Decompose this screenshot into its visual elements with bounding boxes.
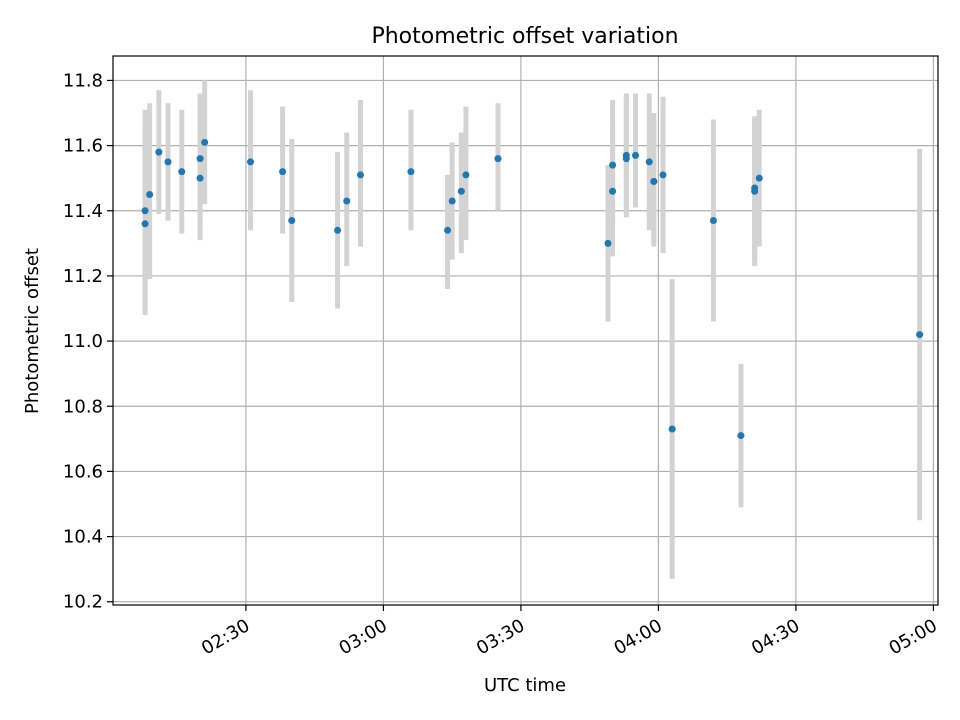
data-point	[751, 184, 759, 192]
data-point	[494, 155, 502, 163]
y-tick-label: 11.0	[63, 331, 103, 352]
data-point	[650, 177, 658, 185]
data-point	[448, 197, 456, 205]
data-point	[196, 155, 204, 163]
data-point	[357, 171, 364, 179]
data-point	[632, 151, 639, 159]
chart-title: Photometric offset variation	[371, 24, 678, 49]
data-point	[155, 148, 163, 156]
x-axis-label: UTC time	[484, 675, 566, 696]
data-point	[146, 190, 154, 198]
data-point	[457, 187, 465, 195]
data-point	[668, 425, 676, 433]
y-tick-label: 10.6	[63, 461, 103, 482]
data-point	[141, 220, 149, 228]
y-axis-ticks: 10.2 10.4 10.6 10.8 11.0 11.2 11.4 11.6 11.8	[63, 70, 113, 613]
data-point	[343, 197, 351, 205]
data-point	[288, 217, 296, 225]
data-point	[916, 331, 924, 339]
data-point	[755, 174, 763, 182]
plot-frame	[112, 55, 939, 606]
data-point	[622, 155, 630, 163]
data-point	[709, 217, 717, 225]
data-point	[462, 171, 470, 179]
data-point	[247, 158, 254, 166]
data-point	[201, 138, 209, 146]
y-tick-label: 10.2	[63, 592, 103, 613]
data-point	[609, 187, 617, 195]
data-point	[178, 168, 186, 176]
y-tick-label: 10.8	[63, 396, 103, 417]
data-point	[141, 207, 149, 215]
data-points	[141, 138, 924, 440]
data-point	[444, 226, 452, 234]
y-tick-label: 10.4	[63, 527, 103, 548]
y-axis-label: Photometric offset	[22, 248, 43, 414]
y-tick-label: 11.2	[63, 266, 103, 287]
data-point	[604, 239, 612, 247]
data-point	[609, 161, 617, 169]
y-tick-label: 11.6	[63, 136, 103, 157]
y-tick-label: 11.4	[63, 201, 103, 222]
data-point	[737, 432, 745, 440]
data-point	[659, 171, 667, 179]
data-point	[279, 168, 287, 176]
data-point	[407, 168, 415, 176]
grid	[113, 56, 938, 605]
data-point	[645, 158, 653, 166]
data-point	[196, 174, 204, 182]
y-tick-label: 11.8	[63, 70, 103, 91]
data-point	[334, 226, 342, 234]
data-point	[164, 158, 172, 166]
